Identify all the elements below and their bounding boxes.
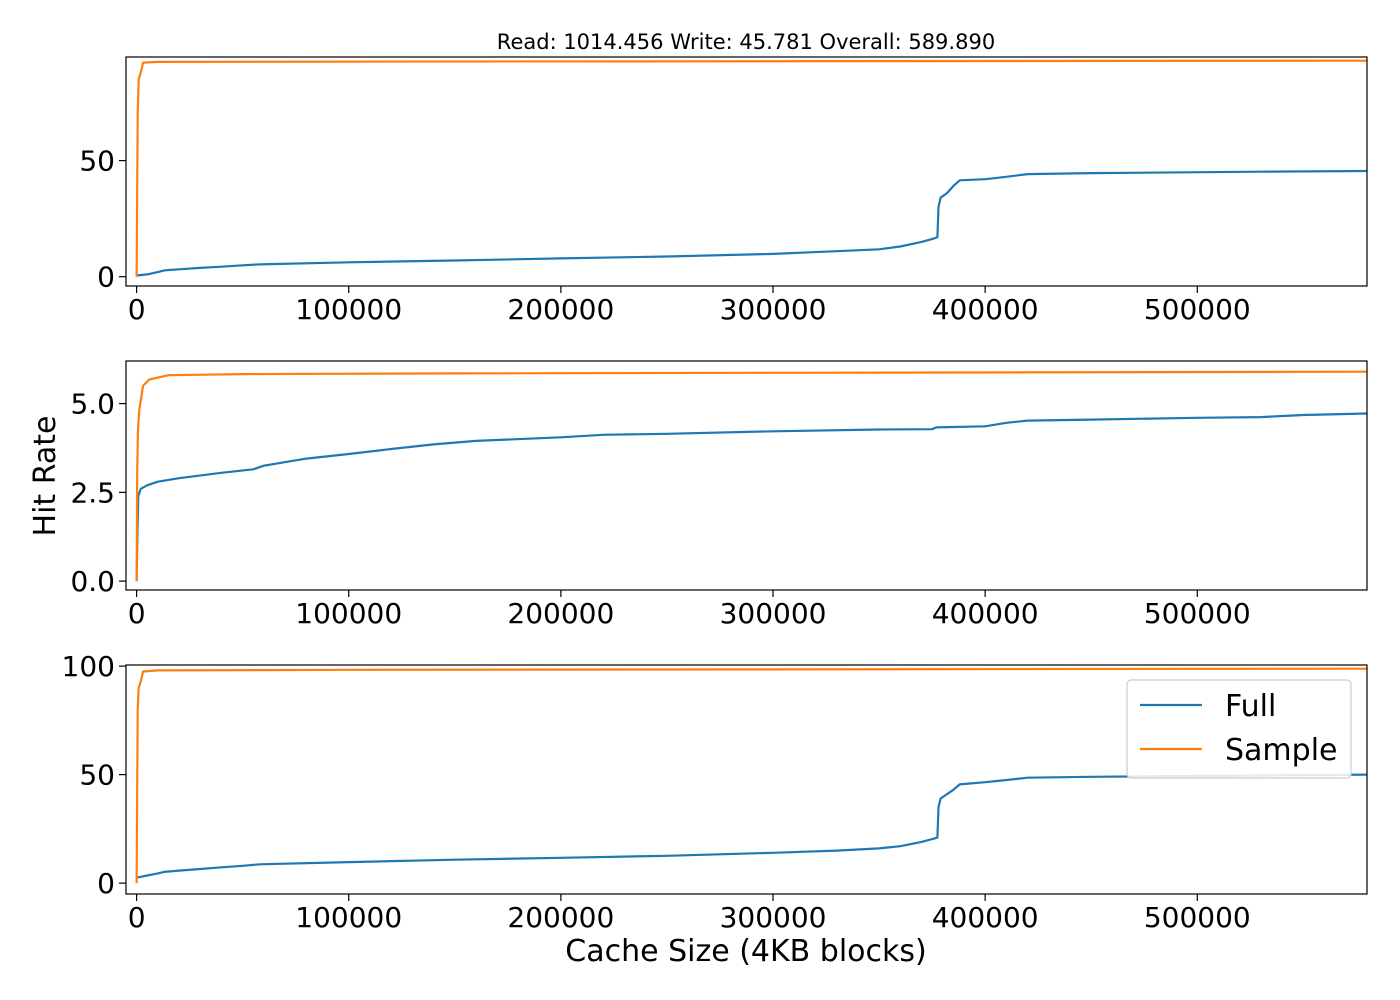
panel-3: 0 100000 200000 300000 400000 500000 0 50 100 Ful…	[62, 650, 1368, 934]
x-tick-label: 0	[128, 293, 146, 326]
x-tick-label: 0	[128, 597, 146, 630]
x-tick-label: 400000	[932, 901, 1039, 934]
x-tick-label: 200000	[507, 597, 614, 630]
y-tick-label: 50	[79, 759, 115, 792]
series-line-sample-panel-2	[135, 370, 1367, 582]
y-tick-label: 0.0	[70, 565, 115, 598]
axes-frame-panel-3	[125, 664, 1368, 895]
x-tick-label: 100000	[295, 901, 402, 934]
legend-label-sample: Sample	[1225, 733, 1338, 768]
y-tick-label: 5.0	[70, 388, 115, 421]
panel-1: 0 100000 200000 300000 400000 500000 0 50	[79, 56, 1368, 326]
legend: Full Sample	[1126, 679, 1352, 779]
series-line-full-panel-2	[135, 412, 1367, 582]
x-tick-label: 300000	[720, 293, 827, 326]
x-tick-label: 200000	[507, 293, 614, 326]
series-line-sample-panel-3	[135, 667, 1367, 884]
y-axis-label: Hit Rate	[28, 416, 63, 537]
y-tick-label: 0	[97, 261, 115, 294]
x-tick-label: 200000	[507, 901, 614, 934]
panel-2: 0 100000 200000 300000 400000 500000 0.0 2.5 5.0	[70, 360, 1368, 630]
series-line-full-panel-1	[136, 169, 1367, 277]
axes-frame-panel-2	[125, 360, 1368, 591]
x-tick-label: 0	[128, 901, 146, 934]
y-tick-label: 50	[79, 145, 115, 178]
x-tick-label: 300000	[720, 901, 827, 934]
series-line-full-panel-3	[136, 773, 1367, 879]
legend-label-full: Full	[1225, 689, 1276, 724]
x-tick-label: 500000	[1144, 901, 1251, 934]
x-tick-label: 400000	[932, 293, 1039, 326]
chart-title: Read: 1014.456 Write: 45.781 Overall: 58…	[497, 30, 995, 54]
axes-frame-panel-1	[125, 56, 1368, 287]
x-tick-label: 100000	[295, 597, 402, 630]
x-axis-label: Cache Size (4KB blocks)	[565, 934, 926, 969]
x-tick-label: 500000	[1144, 293, 1251, 326]
y-tick-label: 2.5	[70, 476, 115, 509]
x-tick-label: 100000	[295, 293, 402, 326]
y-tick-label: 0	[97, 867, 115, 900]
x-tick-label: 400000	[932, 597, 1039, 630]
x-tick-label: 300000	[720, 597, 827, 630]
y-tick-label: 100	[62, 650, 115, 683]
series-line-sample-panel-1	[135, 59, 1367, 277]
x-tick-label: 500000	[1144, 597, 1251, 630]
